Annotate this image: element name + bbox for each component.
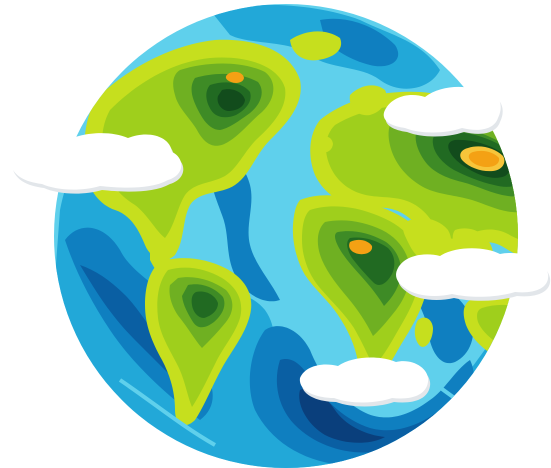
arabia-lime: [402, 218, 452, 264]
north-america-darkest: [217, 89, 245, 111]
cloud-bottom: [299, 357, 431, 407]
australia-yellow-green: [477, 304, 518, 361]
cloud-bottom-body: [299, 357, 429, 403]
globe-body: [54, 4, 518, 468]
cloud-left: [9, 133, 184, 194]
south-america-dark-green: [191, 291, 218, 318]
british-isles-lime: [318, 136, 333, 153]
ocean-darker-layer: [80, 265, 191, 395]
cloud-right: [396, 248, 551, 301]
north-america-peak: [225, 71, 244, 83]
himalaya-peak-orange: [468, 150, 500, 167]
scandinavia-lime: [349, 85, 387, 116]
cloud-left-body: [9, 133, 182, 190]
ocean-contour-1: [118, 378, 216, 447]
ocean-deep-arctic: [320, 18, 399, 67]
ocean-deep-atlantic: [210, 156, 280, 302]
greenland-lime: [290, 31, 342, 61]
madagascar-lime: [414, 317, 433, 347]
africa-peak: [349, 239, 373, 255]
cloud-upper-right-body: [383, 86, 501, 133]
ocean-darkest-pool: [299, 388, 385, 443]
cloud-right-body: [396, 248, 549, 297]
ocean-contour-2: [298, 298, 347, 372]
ocean-deep-indian: [416, 284, 474, 364]
cloud-upper-right: [383, 86, 503, 137]
